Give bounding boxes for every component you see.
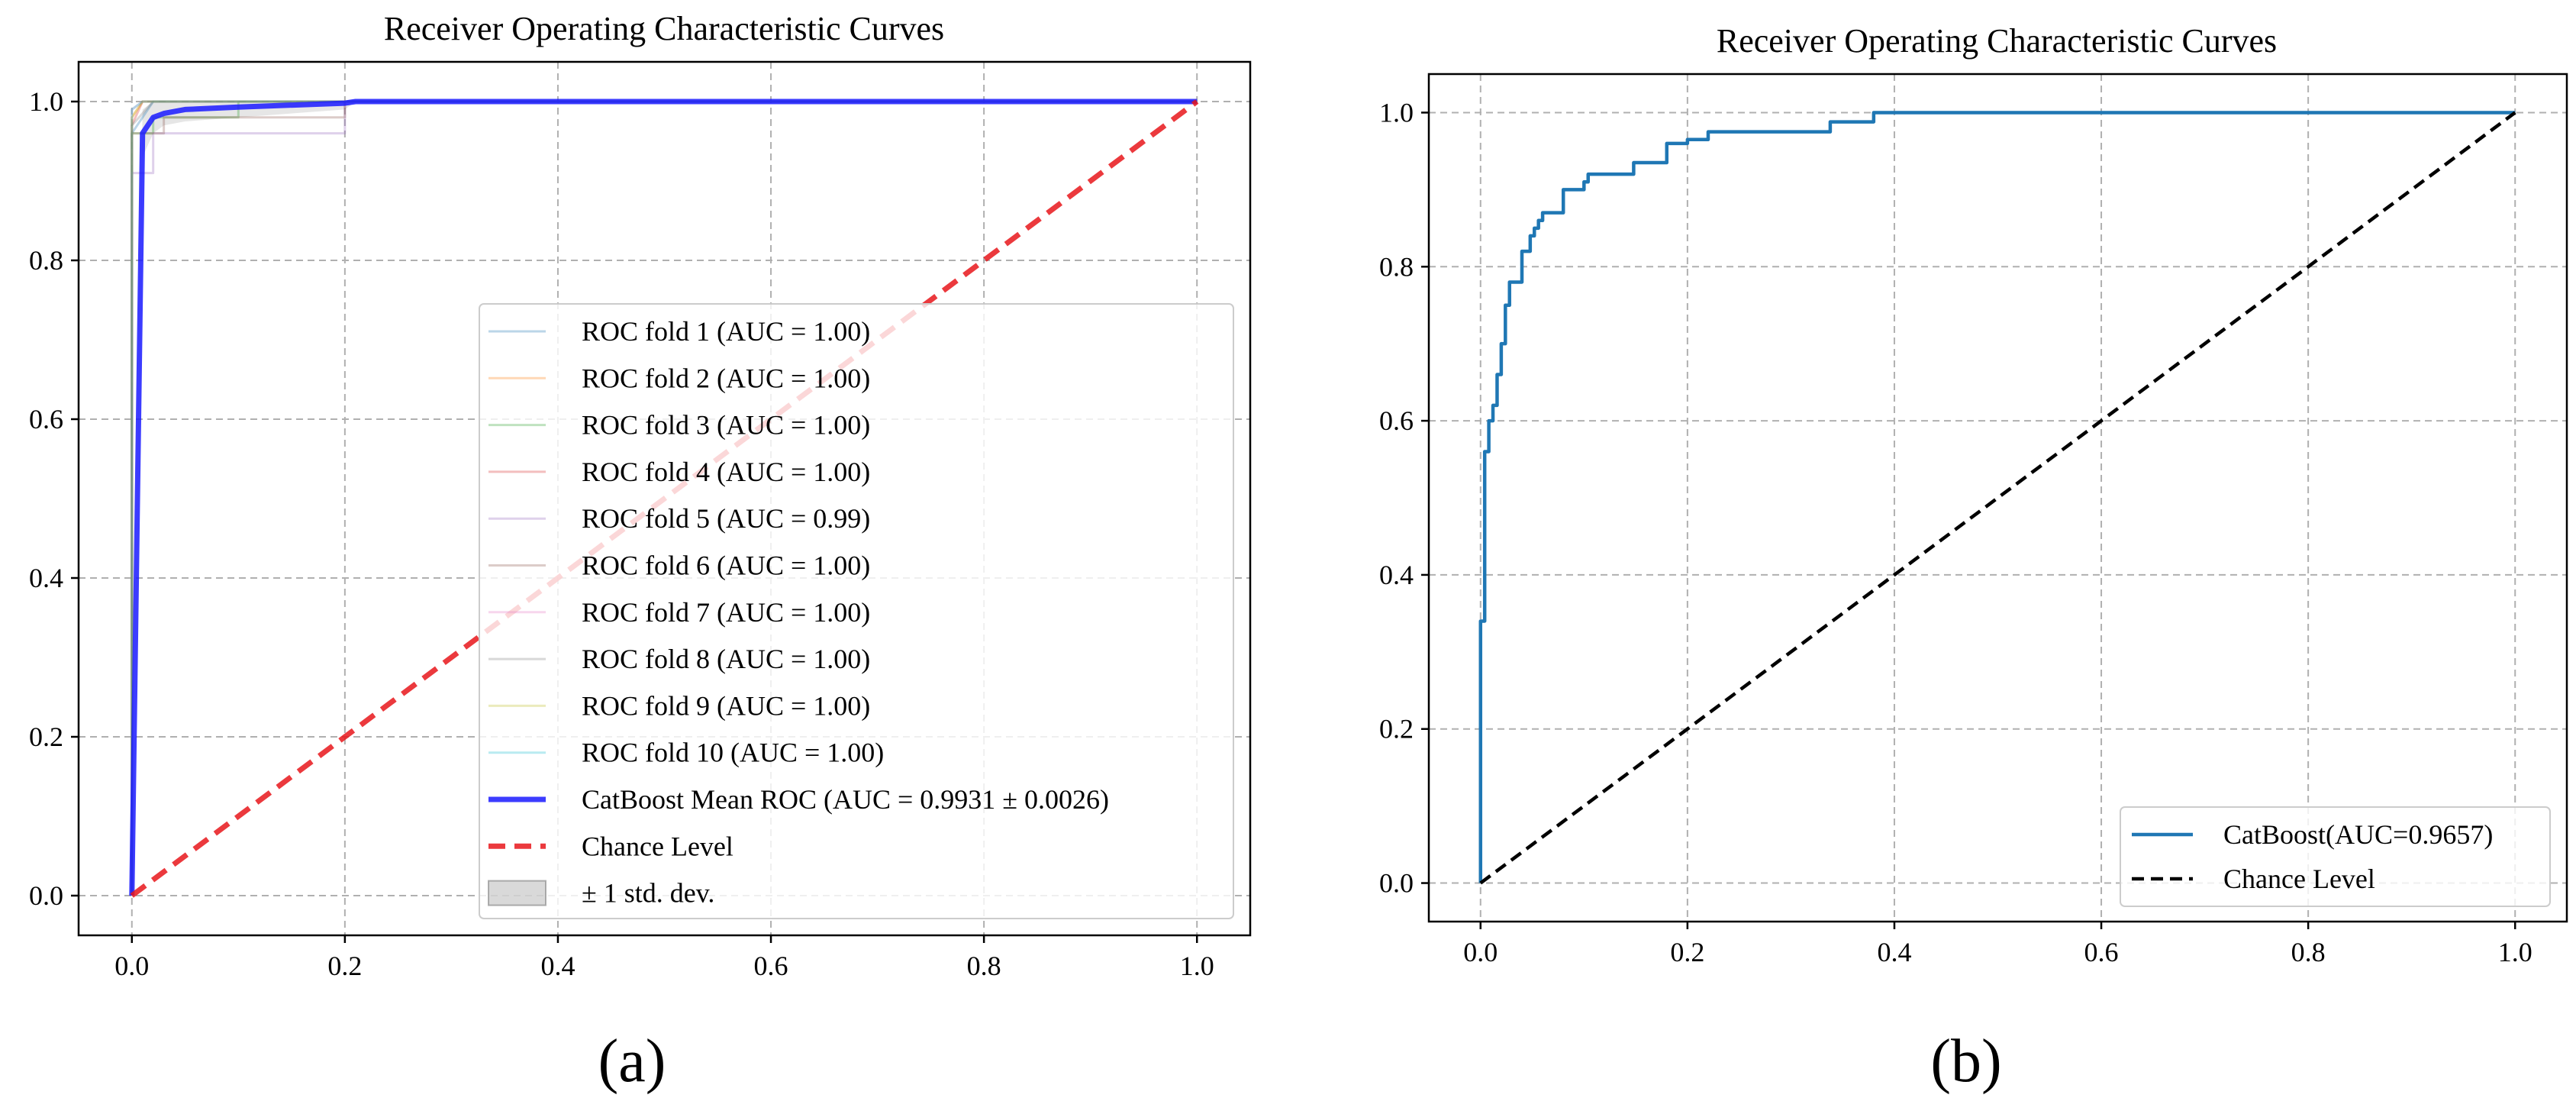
y-tick-label: 0.0 bbox=[29, 880, 63, 911]
panel-b: Receiver Operating Characteristic Curves… bbox=[1379, 22, 2568, 1095]
legend-label: ROC fold 2 (AUC = 1.00) bbox=[582, 363, 870, 393]
panel-b-legend-box bbox=[2120, 806, 2551, 907]
legend-label: CatBoost(AUC=0.9657) bbox=[2223, 819, 2493, 850]
x-tick-label: 0.0 bbox=[1463, 937, 1498, 967]
x-tick-label: 0.0 bbox=[114, 951, 149, 981]
y-tick-label: 0.8 bbox=[1379, 251, 1414, 282]
series-line-2 bbox=[1479, 111, 2516, 885]
panel-b-label: (b) bbox=[1930, 1028, 2001, 1095]
x-tick-label: 0.6 bbox=[754, 951, 788, 981]
legend-entry: ROC fold 3 (AUC = 1.00) bbox=[488, 410, 870, 441]
x-tick-label: 1.0 bbox=[2498, 937, 2532, 967]
legend-swatch bbox=[488, 880, 546, 906]
panel-b-series bbox=[1478, 111, 2516, 885]
legend-label: Chance Level bbox=[2223, 864, 2375, 894]
panel-b-legend: CatBoost(AUC=0.9657) Chance Level bbox=[2120, 806, 2551, 907]
y-tick-label: 0.8 bbox=[29, 245, 63, 276]
legend-entry: ROC fold 1 (AUC = 1.00) bbox=[488, 316, 870, 347]
panel-a-y-ticks: 0.0 0.2 0.4 0.6 0.8 1.0 bbox=[29, 86, 79, 911]
legend-entry: ROC fold 9 (AUC = 1.00) bbox=[488, 690, 870, 721]
legend-entry: ROC fold 5 (AUC = 0.99) bbox=[488, 503, 870, 534]
legend-entry: ROC fold 7 (AUC = 1.00) bbox=[488, 597, 870, 628]
panel-b-grid bbox=[1429, 74, 2567, 922]
series-line-11 bbox=[129, 98, 1198, 896]
legend-entry: ROC fold 6 (AUC = 1.00) bbox=[488, 551, 870, 581]
legend-entry: CatBoost(AUC=0.9657) bbox=[2132, 819, 2493, 850]
panel-a-label: (a) bbox=[598, 1028, 666, 1095]
panel-b-frame bbox=[1427, 73, 2568, 923]
panel-b-title: Receiver Operating Characteristic Curves bbox=[1717, 22, 2277, 60]
legend-label: ROC fold 3 (AUC = 1.00) bbox=[582, 410, 870, 441]
panel-a-x-ticks: 0.0 0.2 0.4 0.6 0.8 1.0 bbox=[114, 935, 1214, 981]
legend-label: ± 1 std. dev. bbox=[582, 878, 714, 909]
y-tick-label: 1.0 bbox=[1379, 97, 1414, 128]
y-tick-label: 0.0 bbox=[1379, 868, 1414, 899]
legend-label: ROC fold 8 (AUC = 1.00) bbox=[582, 644, 870, 674]
legend-entry: Chance Level bbox=[488, 831, 733, 861]
panel-b-y-ticks: 0.0 0.2 0.4 0.6 0.8 1.0 bbox=[1379, 97, 1429, 899]
y-tick-label: 0.4 bbox=[1379, 560, 1414, 590]
x-tick-label: 0.4 bbox=[1877, 937, 1911, 967]
legend-entry: ROC fold 10 (AUC = 1.00) bbox=[488, 738, 884, 768]
legend-entry: CatBoost Mean ROC (AUC = 0.9931 ± 0.0026… bbox=[488, 784, 1109, 815]
x-tick-label: 0.8 bbox=[967, 951, 1001, 981]
legend-label: ROC fold 7 (AUC = 1.00) bbox=[582, 597, 870, 628]
legend-label: ROC fold 10 (AUC = 1.00) bbox=[582, 738, 884, 768]
legend-label: ROC fold 1 (AUC = 1.00) bbox=[582, 316, 870, 347]
y-tick-label: 1.0 bbox=[29, 86, 63, 117]
x-tick-label: 0.2 bbox=[327, 951, 362, 981]
x-tick-label: 1.0 bbox=[1180, 951, 1214, 981]
legend-label: ROC fold 9 (AUC = 1.00) bbox=[582, 690, 870, 721]
legend-entry: ± 1 std. dev. bbox=[488, 878, 714, 909]
panel-a-title: Receiver Operating Characteristic Curves bbox=[384, 10, 944, 47]
y-tick-label: 0.2 bbox=[29, 722, 63, 752]
legend-entry: ROC fold 8 (AUC = 1.00) bbox=[488, 644, 870, 674]
y-tick-label: 0.4 bbox=[29, 563, 63, 593]
x-tick-label: 0.8 bbox=[2291, 937, 2326, 967]
x-tick-label: 0.4 bbox=[540, 951, 575, 981]
panel-a-legend-box bbox=[479, 303, 1234, 919]
legend-label: ROC fold 4 (AUC = 1.00) bbox=[582, 457, 870, 487]
y-tick-label: 0.6 bbox=[29, 404, 63, 434]
panel-a: Receiver Operating Characteristic Curves… bbox=[29, 10, 1252, 1095]
legend-label: ROC fold 5 (AUC = 0.99) bbox=[582, 503, 870, 534]
panel-b-x-ticks: 0.0 0.2 0.4 0.6 0.8 1.0 bbox=[1463, 922, 2532, 967]
series-line-1 bbox=[1478, 111, 2516, 883]
legend-entry: ROC fold 4 (AUC = 1.00) bbox=[488, 457, 870, 487]
legend-label: Chance Level bbox=[582, 831, 733, 861]
panel-a-legend: ROC fold 1 (AUC = 1.00) ROC fold 2 (AUC =… bbox=[479, 303, 1234, 919]
y-tick-label: 0.6 bbox=[1379, 405, 1414, 436]
y-tick-label: 0.2 bbox=[1379, 714, 1414, 744]
x-tick-label: 0.2 bbox=[1670, 937, 1704, 967]
legend-label: CatBoost Mean ROC (AUC = 0.9931 ± 0.0026… bbox=[582, 784, 1109, 815]
legend-entry: ROC fold 2 (AUC = 1.00) bbox=[488, 363, 870, 393]
x-tick-label: 0.6 bbox=[2084, 937, 2119, 967]
panel-a-frame bbox=[77, 60, 1252, 937]
legend-label: ROC fold 6 (AUC = 1.00) bbox=[582, 551, 870, 581]
legend-entry: Chance Level bbox=[2132, 864, 2375, 894]
